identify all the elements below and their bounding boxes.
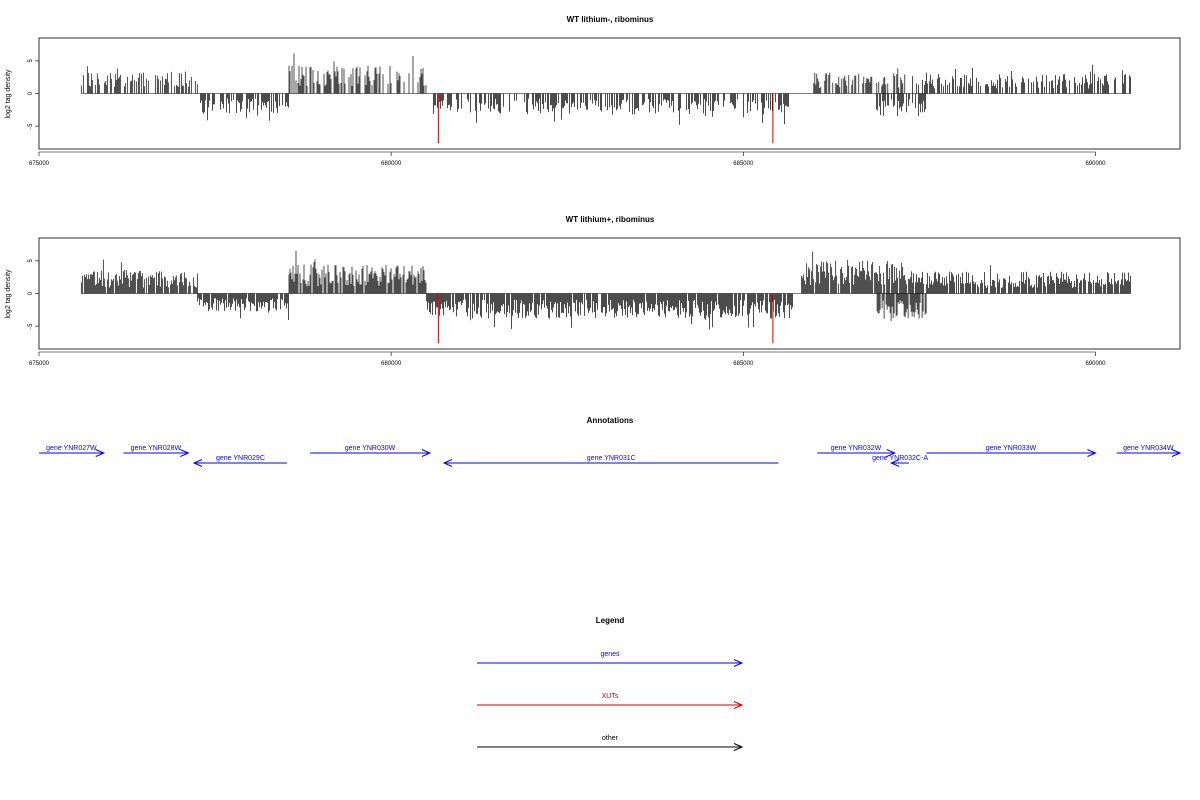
legend-label: XUTs xyxy=(602,693,619,700)
chart-title: WT lithium-, ribominus xyxy=(567,15,654,24)
x-tick-label: 680000 xyxy=(381,161,402,167)
x-tick-label: 685000 xyxy=(733,361,754,367)
signal-bars xyxy=(80,53,1131,144)
gene-arrow: gene YNR032W xyxy=(817,445,896,457)
gene-label: gene YNR029C xyxy=(216,455,265,462)
x-tick-label: 675000 xyxy=(29,161,50,167)
y-tick-label: -5 xyxy=(28,323,34,329)
x-tick-label: 675000 xyxy=(29,361,50,367)
x-tick-label: 690000 xyxy=(1085,161,1106,167)
gene-arrow: gene YNR033W xyxy=(926,445,1097,457)
gene-arrow: gene YNR028W xyxy=(123,445,190,457)
signal-bars xyxy=(80,250,1131,344)
x-tick-label: 680000 xyxy=(381,361,402,367)
x-tick-label: 685000 xyxy=(733,161,754,167)
gene-label: gene YNR033W xyxy=(986,445,1037,452)
annotations-title: Annotations xyxy=(587,416,634,425)
y-tick-label: 0 xyxy=(28,91,34,95)
gene-label: gene YNR032W xyxy=(831,445,882,452)
legend: Legend genes XUTs other xyxy=(477,616,744,751)
gene-arrow: gene YNR029C xyxy=(192,455,287,467)
gene-arrow: gene YNR027W xyxy=(39,445,106,457)
y-tick-label: 5 xyxy=(28,259,34,263)
gene-label: gene YNR031C xyxy=(587,455,636,462)
annotations-track: Annotations gene YNR027W gene YNR028Wgene… xyxy=(39,416,1182,467)
y-tick-label: 5 xyxy=(28,59,34,63)
x-axis: 675000 680000 685000 690000 xyxy=(29,351,1106,367)
y-axis: -5 0 5 xyxy=(28,259,40,329)
legend-item: genes xyxy=(477,651,744,667)
gene-label: gene YNR028W xyxy=(131,445,182,452)
legend-label: other xyxy=(602,735,619,742)
legend-label: genes xyxy=(600,651,620,658)
x-axis: 675000 680000 685000 690000 xyxy=(29,151,1106,167)
gene-arrow: gene YNR032C-A xyxy=(872,455,928,467)
y-axis-label: log2 tag density xyxy=(5,269,12,319)
y-axis: -5 0 5 xyxy=(28,59,40,129)
legend-item: other xyxy=(477,735,744,751)
legend-items: genes XUTs other xyxy=(477,651,744,751)
gene-arrow: gene YNR030W xyxy=(310,445,432,457)
gene-arrows: gene YNR027W gene YNR028W gene YNR029C gene… xyxy=(39,445,1182,467)
y-tick-label: -5 xyxy=(28,123,34,129)
chart-panel-lithium-minus: WT lithium-, ribominus log2 tag density … xyxy=(5,15,1181,167)
gene-label: gene YNR027W xyxy=(46,445,97,452)
legend-title: Legend xyxy=(596,616,625,625)
y-axis-label: log2 tag density xyxy=(5,69,12,119)
gene-arrow: gene YNR031C xyxy=(442,455,779,467)
x-tick-label: 690000 xyxy=(1085,361,1106,367)
chart-panel-lithium-plus: WT lithium+, ribominus log2 tag density … xyxy=(5,215,1181,367)
chart-title: WT lithium+, ribominus xyxy=(566,215,655,224)
gene-label: gene YNR030W xyxy=(345,445,396,452)
gene-label: gene YNR032C-A xyxy=(872,455,928,462)
gene-arrow: gene YNR034W xyxy=(1116,445,1182,457)
y-tick-label: 0 xyxy=(28,291,34,295)
legend-item: XUTs xyxy=(477,693,744,709)
gene-label: gene YNR034W xyxy=(1123,445,1174,452)
